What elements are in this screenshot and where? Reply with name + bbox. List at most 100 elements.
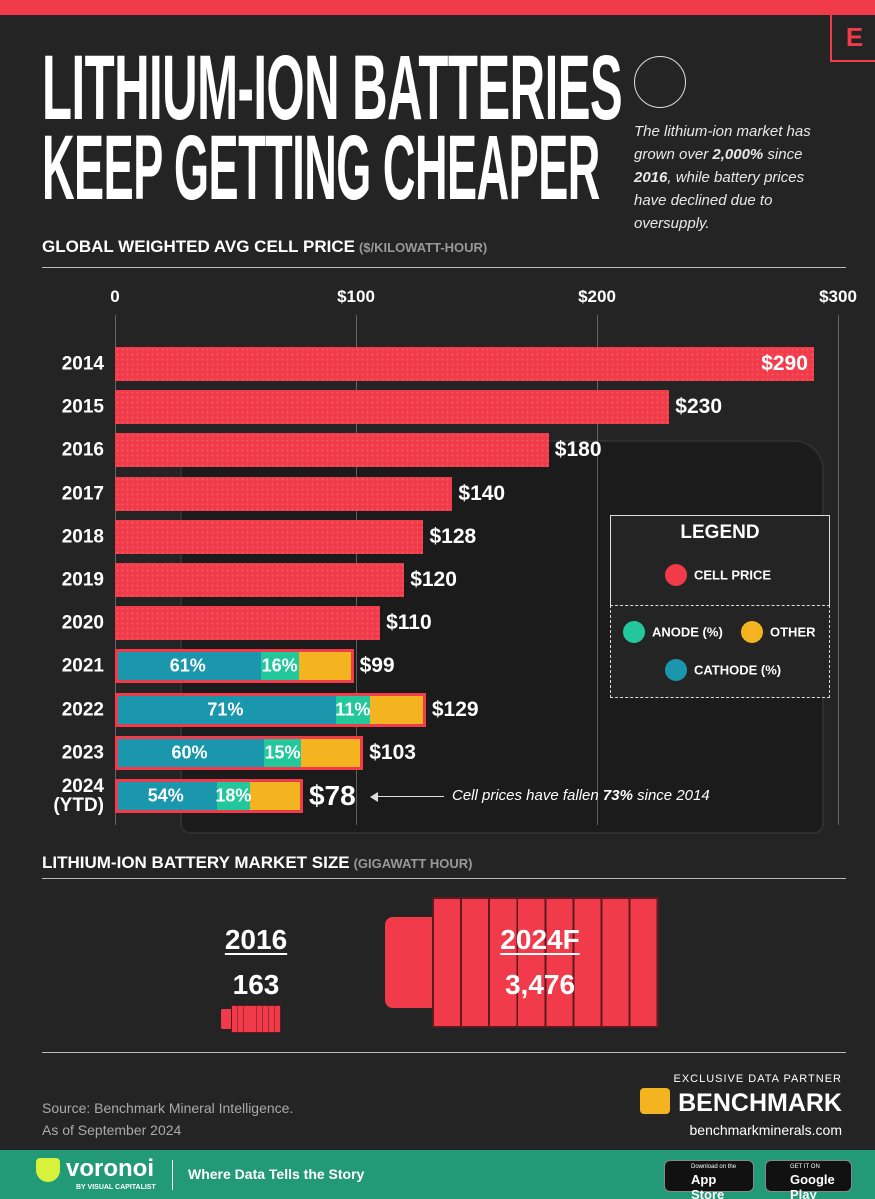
- market-value: 3,476: [504, 969, 576, 1000]
- text-part: since 2014: [632, 787, 710, 804]
- legend-title: LEGEND: [610, 515, 830, 550]
- text-part: 2016: [634, 169, 668, 186]
- cathode-segment: [118, 695, 336, 724]
- source: Source: Benchmark Mineral Intelligence.: [42, 1100, 294, 1116]
- category-label: 2014: [61, 353, 104, 375]
- category-label: 2019: [61, 569, 104, 591]
- category-label: 2015: [61, 396, 104, 418]
- chart-title-text: GLOBAL WEIGHTED AVG CELL PRICE: [42, 237, 355, 256]
- icon: [634, 56, 686, 108]
- tagline: Where Data Tells the Story: [188, 1166, 365, 1182]
- anode-label: 16%: [261, 655, 298, 676]
- legend-label: CATHODE (%): [694, 662, 782, 678]
- partner-url: benchmarkminerals.com: [689, 1122, 843, 1138]
- rule: [42, 878, 846, 879]
- bar: [115, 433, 549, 468]
- cathode-label: 54%: [147, 785, 184, 806]
- partner-icon: [640, 1088, 670, 1114]
- bar: [115, 606, 381, 641]
- market-year: 2024F: [500, 924, 580, 955]
- cathode-label: 71%: [207, 699, 244, 720]
- market-title-text: LITHIUM-ION BATTERY MARKET SIZE: [42, 853, 350, 872]
- rule: [42, 267, 846, 268]
- cathode-label: 60%: [171, 742, 208, 763]
- battery: [231, 1004, 281, 1033]
- text-part: 73%: [602, 787, 633, 804]
- bar: [115, 347, 814, 381]
- value-label: $128: [429, 524, 477, 548]
- cathode-label: 61%: [169, 655, 206, 676]
- title-line: LITHIUM-ION BATTERIES: [42, 37, 623, 139]
- value-label: $103: [369, 740, 416, 764]
- value-label: $180: [554, 438, 602, 462]
- market-unit: (GIGAWATT HOUR): [353, 856, 473, 871]
- x-tick-label: $300: [819, 287, 857, 306]
- x-tick-label: 0: [110, 287, 120, 306]
- value-label: $290: [761, 352, 808, 375]
- chart-title: GLOBAL WEIGHTED AVG CELL PRICE ($/KILOWAT…: [42, 237, 487, 257]
- partner-label: EXCLUSIVE DATA PARTNER: [673, 1073, 842, 1085]
- category-label: 2018: [61, 526, 104, 548]
- brand-sub: BY VISUAL CAPITALIST: [76, 1184, 156, 1191]
- grid-line: [597, 315, 598, 825]
- anode-label: 18%: [215, 785, 252, 806]
- legend-box: [610, 605, 830, 698]
- legend-label: OTHER: [770, 624, 816, 640]
- partner: BENCHMARK: [678, 1089, 842, 1117]
- anode-segment: [260, 652, 299, 681]
- battery-cap: [221, 1008, 232, 1029]
- text-part: since: [763, 146, 803, 163]
- value-label: $120: [410, 568, 457, 591]
- logo: E: [830, 15, 875, 62]
- brand-icon: [36, 1158, 60, 1182]
- anode-segment: [216, 782, 251, 810]
- bar: [115, 476, 453, 511]
- legend-marker: [665, 564, 687, 586]
- chart-unit: ($/KILOWATT-HOUR): [358, 240, 488, 255]
- annotation-arrow: [372, 796, 444, 797]
- title-line: KEEP GETTING CHEAPER: [42, 117, 600, 219]
- category-label: 2023: [61, 742, 104, 764]
- battery-cap: [384, 917, 432, 1009]
- market-value: 163: [232, 969, 280, 1000]
- category-label: 2020: [61, 612, 104, 634]
- value-label: $78: [308, 780, 356, 811]
- category-label: 2021: [61, 655, 104, 677]
- text-part: Cell prices have fallen: [452, 787, 603, 804]
- value-label: $129: [431, 697, 479, 721]
- bar: [115, 390, 670, 425]
- legend-box: [610, 548, 830, 605]
- cathode-segment: [118, 738, 264, 767]
- legend-marker: [623, 621, 645, 643]
- x-tick-label: $100: [337, 287, 375, 306]
- market-year: 2016: [224, 924, 288, 955]
- text-part: The lithium-ion market has grown over: [634, 123, 811, 163]
- rule: [42, 1052, 846, 1053]
- market-title: LITHIUM-ION BATTERY MARKET SIZE (GIGAWATT…: [42, 853, 472, 873]
- subtitle: The lithium-ion market has grown over 2,…: [634, 120, 839, 235]
- battery: [431, 897, 660, 1028]
- legend-label: ANODE (%): [652, 624, 723, 640]
- anode-label: 11%: [335, 699, 371, 720]
- category-label: 2017: [61, 483, 104, 505]
- store-small: Download on the: [691, 1164, 737, 1170]
- grid-line: [838, 315, 839, 825]
- date: As of September 2024: [42, 1122, 182, 1138]
- legend-marker: [741, 621, 763, 643]
- anode-label: 15%: [264, 742, 301, 763]
- store-small: GET IT ON: [790, 1164, 820, 1170]
- app-store-button[interactable]: Download on the App Store: [664, 1160, 754, 1199]
- category-label: 2024 (YTD): [53, 776, 104, 816]
- divider: [172, 1160, 173, 1190]
- text-part: , while battery prices have declined due…: [634, 169, 805, 232]
- x-tick-label: $200: [578, 287, 616, 306]
- google-play-button[interactable]: GET IT ON Google Play: [765, 1160, 852, 1199]
- anode-segment: [335, 695, 370, 724]
- store-big: Google Play: [790, 1172, 835, 1199]
- value-label: $140: [458, 481, 506, 505]
- bar: [115, 563, 405, 597]
- arrow-head: [370, 792, 378, 802]
- brand: voronoi: [66, 1155, 154, 1182]
- anode-segment: [263, 738, 302, 767]
